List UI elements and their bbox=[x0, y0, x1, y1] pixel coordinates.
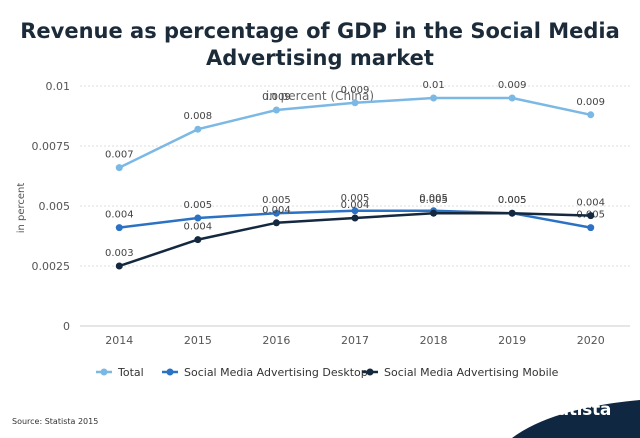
data-label-mobile: 0.004 bbox=[576, 198, 605, 209]
data-point-desktop bbox=[194, 214, 202, 222]
data-label-total: 0.009 bbox=[498, 80, 527, 91]
y-tick-label: 0.005 bbox=[39, 200, 71, 213]
data-label-desktop: 0.005 bbox=[341, 193, 370, 204]
data-label-desktop: 0.005 bbox=[262, 195, 291, 206]
data-label-total: 0.008 bbox=[184, 111, 213, 122]
data-point-total bbox=[430, 94, 438, 102]
data-label-total: 0.01 bbox=[422, 80, 444, 91]
x-tick-label: 2015 bbox=[184, 334, 212, 347]
legend-marker-desktop bbox=[166, 368, 174, 376]
data-label-mobile: 0.005 bbox=[419, 195, 448, 206]
legend-marker-mobile bbox=[366, 368, 374, 376]
data-point-total bbox=[194, 125, 202, 133]
source-note: Source: Statista 2015 bbox=[12, 417, 99, 426]
legend-label-desktop: Social Media Advertising Desktop bbox=[184, 366, 368, 379]
data-label-mobile: 0.003 bbox=[105, 248, 134, 259]
x-tick-label: 2017 bbox=[341, 334, 369, 347]
data-label-mobile: 0.004 bbox=[184, 222, 213, 233]
data-point-mobile bbox=[115, 262, 123, 270]
data-point-mobile bbox=[194, 236, 202, 244]
x-tick-label: 2018 bbox=[420, 334, 448, 347]
y-tick-label: 0 bbox=[63, 320, 70, 333]
y-tick-label: 0.01 bbox=[46, 80, 71, 93]
data-point-mobile bbox=[272, 219, 280, 227]
chart-title-line-2: Advertising market bbox=[206, 46, 434, 70]
legend-marker-total bbox=[100, 368, 108, 376]
data-point-desktop bbox=[272, 209, 280, 217]
data-point-total bbox=[351, 99, 359, 107]
data-point-desktop bbox=[587, 224, 595, 232]
data-point-total bbox=[272, 106, 280, 114]
chart-title: Revenue as percentage of GDP in the Soci… bbox=[0, 18, 640, 72]
data-label-desktop: 0.005 bbox=[419, 193, 448, 204]
data-label-desktop: 0.005 bbox=[184, 200, 213, 211]
data-label-desktop: 0.004 bbox=[105, 210, 134, 221]
y-tick-label: 0.0025 bbox=[32, 260, 71, 273]
chart-subtitle: in percent (China) bbox=[266, 89, 374, 103]
chart-title-line-1: Revenue as percentage of GDP in the Soci… bbox=[20, 19, 620, 43]
legend-label-mobile: Social Media Advertising Mobile bbox=[384, 366, 559, 379]
x-tick-label: 2014 bbox=[105, 334, 133, 347]
x-tick-label: 2016 bbox=[262, 334, 290, 347]
data-point-mobile bbox=[508, 209, 516, 217]
statista-logo-banner bbox=[512, 400, 640, 438]
data-label-total: 0.009 bbox=[341, 85, 370, 96]
data-point-desktop bbox=[351, 207, 359, 215]
data-label-mobile: 0.005 bbox=[498, 195, 527, 206]
data-point-mobile bbox=[430, 209, 438, 217]
data-point-mobile bbox=[587, 212, 595, 220]
data-point-total bbox=[508, 94, 516, 102]
x-tick-label: 2020 bbox=[577, 334, 605, 347]
data-point-total bbox=[115, 164, 123, 172]
statista-logo: statista bbox=[540, 400, 611, 420]
x-tick-label: 2019 bbox=[498, 334, 526, 347]
data-label-mobile: 0.004 bbox=[341, 200, 370, 211]
data-point-total bbox=[587, 111, 595, 119]
data-label-desktop: 0.005 bbox=[498, 195, 527, 206]
series-line-total bbox=[118, 96, 591, 169]
data-point-desktop bbox=[115, 224, 123, 232]
y-axis-label: in percent bbox=[16, 183, 27, 234]
data-label-total: 0.009 bbox=[576, 97, 605, 108]
legend-label-total: Total bbox=[117, 366, 144, 379]
data-label-total: 0.007 bbox=[105, 150, 134, 161]
data-label-total: 0.009 bbox=[262, 92, 291, 103]
y-tick-label: 0.0075 bbox=[32, 140, 71, 153]
data-label-mobile: 0.004 bbox=[262, 205, 291, 216]
data-point-mobile bbox=[351, 214, 359, 222]
